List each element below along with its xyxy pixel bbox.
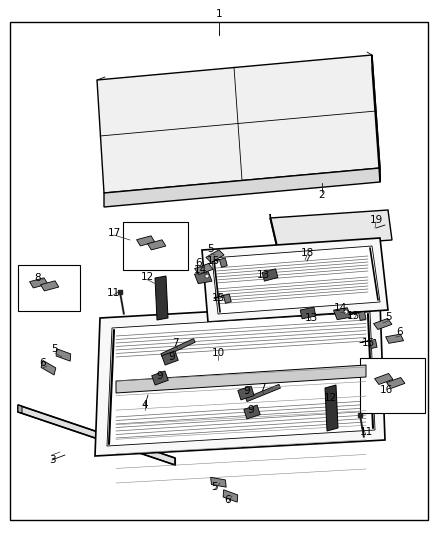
Polygon shape	[56, 349, 71, 361]
Bar	[123, 222, 188, 270]
Text: 17: 17	[107, 228, 120, 238]
Polygon shape	[360, 340, 377, 349]
Polygon shape	[18, 405, 22, 413]
Polygon shape	[155, 276, 168, 320]
Polygon shape	[162, 351, 178, 365]
Text: 6: 6	[40, 358, 46, 368]
Polygon shape	[148, 240, 166, 250]
Polygon shape	[116, 365, 366, 393]
Text: 12: 12	[140, 272, 154, 282]
Polygon shape	[104, 168, 380, 207]
Polygon shape	[374, 319, 392, 329]
Polygon shape	[41, 281, 59, 291]
Polygon shape	[210, 258, 227, 267]
Text: 18: 18	[300, 248, 314, 258]
Text: 7: 7	[172, 338, 178, 348]
Text: 12: 12	[323, 393, 337, 403]
Polygon shape	[374, 374, 393, 384]
Polygon shape	[270, 214, 277, 248]
Circle shape	[344, 310, 348, 314]
Polygon shape	[194, 263, 213, 274]
Text: 5: 5	[211, 482, 217, 492]
Text: 6: 6	[397, 327, 403, 337]
Polygon shape	[387, 377, 405, 389]
Polygon shape	[349, 311, 366, 320]
Text: 10: 10	[212, 348, 225, 358]
Text: 9: 9	[169, 352, 175, 362]
Polygon shape	[325, 385, 338, 431]
Polygon shape	[41, 360, 56, 375]
Text: 5: 5	[52, 344, 58, 354]
Text: 13: 13	[304, 313, 318, 323]
Polygon shape	[137, 236, 155, 246]
Polygon shape	[333, 308, 351, 320]
Polygon shape	[202, 238, 388, 322]
Bar	[18, 265, 80, 311]
Polygon shape	[244, 405, 260, 419]
Text: 9: 9	[247, 405, 254, 415]
Circle shape	[205, 274, 209, 278]
Text: 6: 6	[225, 495, 231, 505]
Polygon shape	[97, 55, 380, 193]
Polygon shape	[385, 334, 403, 343]
Text: 14: 14	[193, 265, 207, 275]
Bar	[360, 358, 425, 413]
Text: 14: 14	[333, 303, 346, 313]
Polygon shape	[270, 210, 392, 248]
Text: 8: 8	[35, 273, 41, 283]
Polygon shape	[107, 312, 375, 446]
Polygon shape	[211, 478, 226, 487]
Text: 1: 1	[215, 9, 223, 19]
Polygon shape	[246, 384, 280, 401]
Polygon shape	[95, 302, 385, 456]
Polygon shape	[18, 405, 175, 465]
Text: 13: 13	[256, 270, 270, 280]
Text: 9: 9	[157, 371, 163, 381]
Text: 16: 16	[379, 385, 392, 395]
Polygon shape	[206, 250, 224, 262]
Text: 2: 2	[319, 190, 325, 200]
Polygon shape	[262, 269, 278, 281]
Polygon shape	[212, 246, 380, 314]
Text: 6: 6	[196, 258, 202, 268]
Text: 5: 5	[208, 244, 214, 254]
Polygon shape	[194, 272, 212, 284]
Text: 11: 11	[106, 288, 120, 298]
Text: 15: 15	[361, 338, 374, 348]
Polygon shape	[372, 55, 380, 182]
Text: 4: 4	[141, 400, 148, 410]
Text: 15: 15	[206, 256, 219, 266]
Polygon shape	[161, 338, 195, 358]
Polygon shape	[29, 278, 48, 288]
Text: 7: 7	[259, 383, 265, 393]
Text: 15: 15	[346, 311, 360, 321]
Polygon shape	[223, 490, 238, 502]
Polygon shape	[300, 307, 316, 319]
Polygon shape	[214, 294, 231, 303]
Polygon shape	[152, 371, 168, 385]
Text: 3: 3	[49, 455, 55, 465]
Text: 19: 19	[369, 215, 383, 225]
Text: 15: 15	[212, 293, 225, 303]
Polygon shape	[238, 386, 254, 400]
Text: 9: 9	[244, 386, 250, 396]
Text: 11: 11	[359, 427, 373, 437]
Text: 5: 5	[385, 312, 391, 322]
